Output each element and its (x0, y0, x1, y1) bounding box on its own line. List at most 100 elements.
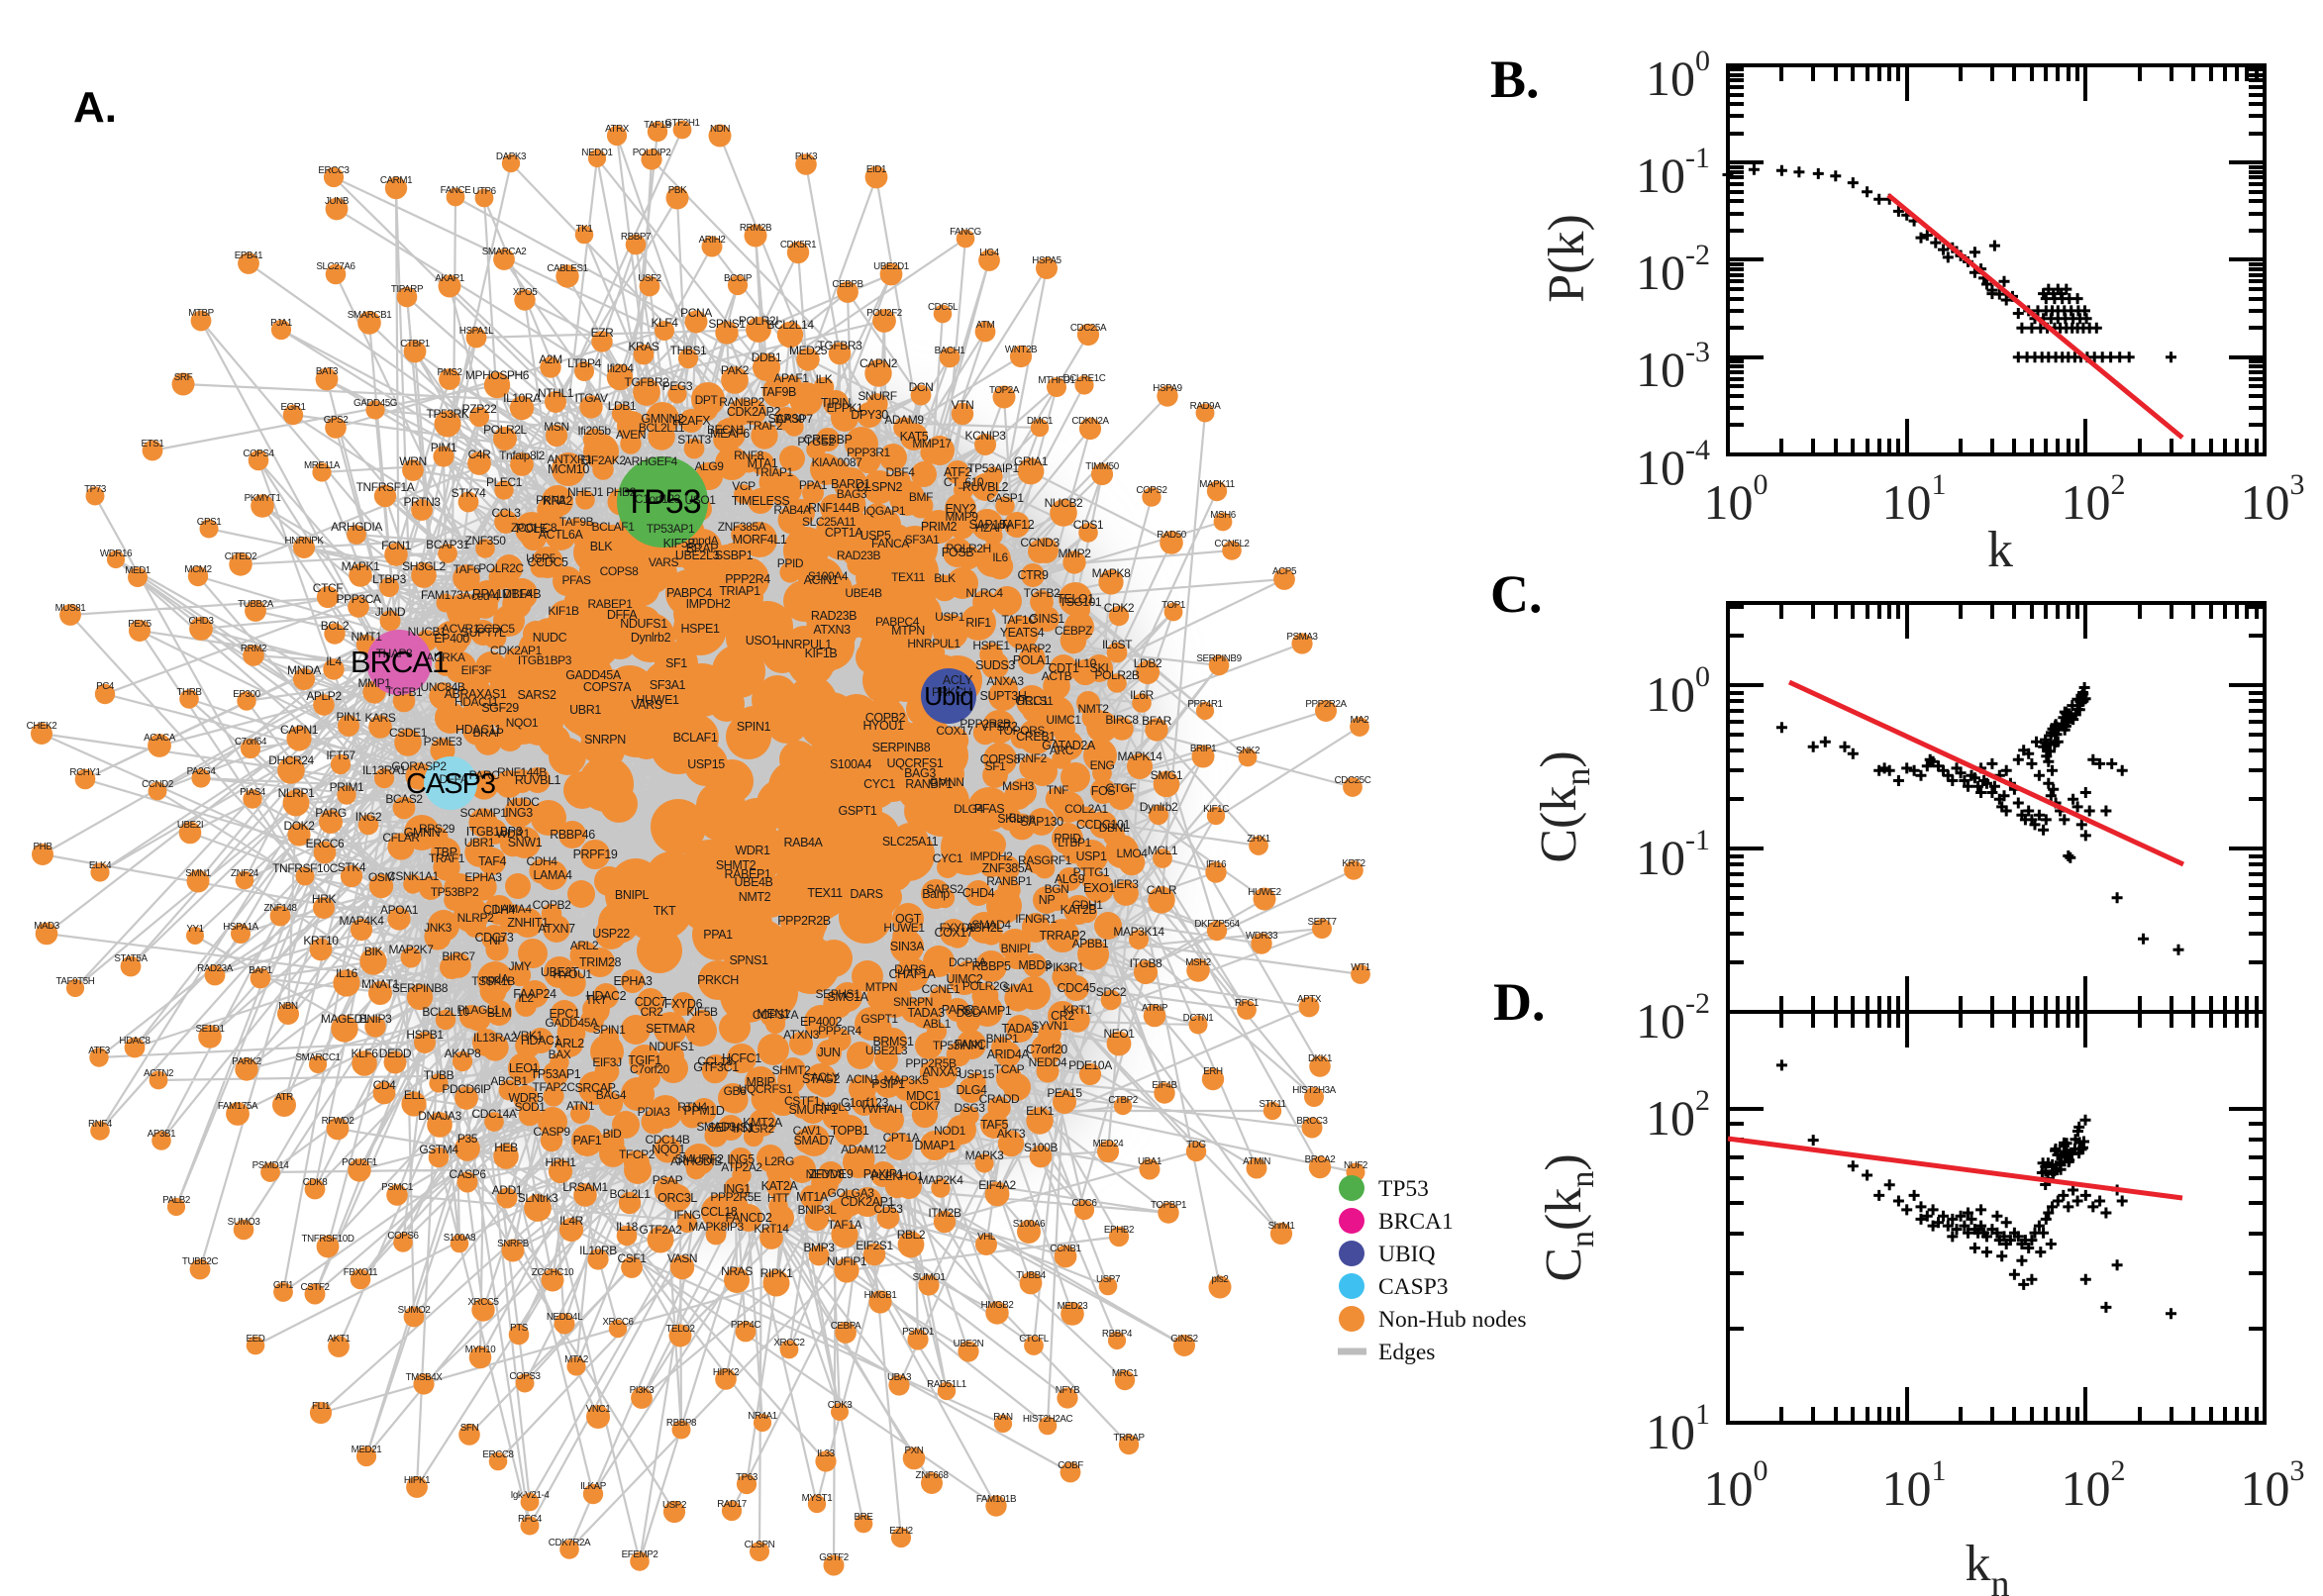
svg-text:ING5: ING5 (727, 1152, 755, 1166)
svg-text:TNFRSF1A: TNFRSF1A (356, 480, 415, 494)
svg-text:LTBP1: LTBP1 (1058, 836, 1092, 849)
svg-text:BRAP: BRAP (686, 542, 719, 555)
svg-text:MORF4L1: MORF4L1 (733, 533, 787, 547)
svg-text:PRIM2: PRIM2 (921, 520, 958, 534)
svg-text:SUPT3H: SUPT3H (980, 689, 1027, 703)
svg-text:USP15: USP15 (687, 757, 725, 771)
svg-text:USP2: USP2 (662, 1500, 686, 1511)
svg-text:S100A8: S100A8 (444, 1233, 476, 1244)
svg-text:ATMIN: ATMIN (1243, 1156, 1270, 1167)
svg-text:CTBP2: CTBP2 (1108, 1095, 1138, 1106)
svg-text:PSAP: PSAP (653, 1173, 683, 1187)
svg-text:IL13RA1: IL13RA1 (362, 763, 407, 777)
svg-text:ATF3: ATF3 (88, 1046, 111, 1056)
svg-text:COPS7A: COPS7A (753, 1008, 799, 1022)
svg-text:THAP8: THAP8 (376, 647, 413, 660)
svg-text:MSH2: MSH2 (1185, 957, 1211, 968)
svg-text:RANBP1: RANBP1 (905, 777, 953, 791)
svg-text:npdA: npdA (692, 534, 719, 548)
svg-text:IL6: IL6 (992, 550, 1008, 564)
svg-text:HSPE1: HSPE1 (681, 622, 720, 636)
svg-text:PA2G4: PA2G4 (187, 766, 217, 777)
svg-text:UBE4B: UBE4B (845, 586, 882, 600)
svg-text:RFC1: RFC1 (1235, 998, 1259, 1009)
svg-text:FAM175A: FAM175A (218, 1101, 258, 1112)
svg-text:SUMO2: SUMO2 (398, 1305, 431, 1316)
svg-text:Dynlrb2: Dynlrb2 (631, 631, 671, 645)
svg-text:NBN: NBN (278, 1001, 298, 1012)
svg-text:TOPBP1: TOPBP1 (1151, 1200, 1186, 1211)
svg-text:SKIL: SKIL (997, 812, 1023, 826)
svg-text:SLC25A11: SLC25A11 (802, 515, 857, 529)
svg-text:RAD17: RAD17 (717, 1499, 747, 1510)
svg-text:ACLY: ACLY (811, 1070, 840, 1084)
svg-text:PPID: PPID (777, 556, 804, 570)
svg-text:BFAR: BFAR (1142, 714, 1171, 728)
svg-text:MED23: MED23 (1058, 1301, 1089, 1312)
svg-text:SUMO3: SUMO3 (228, 1217, 261, 1228)
svg-text:PRKCH: PRKCH (697, 973, 739, 987)
svg-text:CCL18: CCL18 (701, 1205, 738, 1219)
svg-text:C1orf123: C1orf123 (841, 1096, 889, 1110)
svg-text:SRF: SRF (174, 372, 193, 383)
svg-text:BID: BID (603, 1127, 623, 1141)
svg-text:CHEK2: CHEK2 (27, 721, 57, 732)
svg-text:UQCRFS1: UQCRFS1 (739, 1082, 793, 1096)
svg-text:DCD: DCD (957, 1006, 982, 1020)
svg-text:RNF8: RNF8 (734, 449, 763, 462)
svg-text:OGT: OGT (895, 912, 922, 926)
svg-text:RFC4: RFC4 (518, 1514, 543, 1525)
svg-text:PZP22: PZP22 (462, 402, 497, 416)
svg-text:TP53: TP53 (1378, 1176, 1429, 1202)
svg-text:HDAC8: HDAC8 (119, 1036, 151, 1047)
svg-text:RCHY1: RCHY1 (69, 767, 100, 778)
svg-text:LTBP3: LTBP3 (372, 572, 407, 586)
svg-text:TOP1: TOP1 (1162, 600, 1185, 611)
svg-text:HSPA1L: HSPA1L (459, 326, 494, 337)
svg-text:GORASP2: GORASP2 (391, 759, 447, 773)
svg-text:SMN1: SMN1 (185, 868, 211, 879)
svg-text:LDB1: LDB1 (608, 399, 637, 413)
svg-text:MAP2K4: MAP2K4 (919, 1173, 964, 1187)
svg-text:UBA1: UBA1 (1138, 1156, 1162, 1167)
svg-text:PPID: PPID (1054, 832, 1081, 846)
svg-text:RAD23B: RAD23B (837, 549, 881, 562)
svg-text:CDK3: CDK3 (828, 1400, 853, 1411)
svg-text:SHMT2: SHMT2 (772, 1063, 811, 1077)
svg-text:VNC1: VNC1 (586, 1404, 611, 1415)
svg-text:GRIA1: GRIA1 (1014, 454, 1049, 468)
svg-text:KIF5B: KIF5B (663, 537, 696, 550)
svg-text:CCL18: CCL18 (697, 1054, 733, 1068)
svg-text:10-2: 10-2 (1636, 987, 1710, 1048)
svg-text:MT1A: MT1A (796, 1190, 829, 1204)
svg-text:RAB4A: RAB4A (784, 836, 824, 849)
svg-text:PKN2: PKN2 (536, 493, 565, 507)
svg-text:ced-4: ced-4 (471, 589, 500, 603)
svg-text:MA2: MA2 (1351, 715, 1369, 726)
svg-text:NEO1: NEO1 (1103, 1027, 1135, 1041)
svg-text:PSMC1: PSMC1 (381, 1182, 413, 1193)
svg-text:STK11: STK11 (1259, 1099, 1285, 1110)
svg-text:TSSK1B: TSSK1B (471, 974, 515, 988)
svg-text:CDK7R2A: CDK7R2A (549, 1538, 591, 1548)
svg-text:CDC25A: CDC25A (1070, 323, 1107, 334)
svg-text:GADD45A: GADD45A (545, 1016, 598, 1030)
svg-text:WDR1: WDR1 (735, 844, 770, 857)
svg-text:MAPK14: MAPK14 (1118, 749, 1163, 763)
svg-text:SOD1: SOD1 (514, 1100, 546, 1114)
svg-text:PPP3R1: PPP3R1 (847, 446, 890, 459)
svg-text:PPP2R2A: PPP2R2A (1305, 699, 1347, 710)
svg-text:HSPE1: HSPE1 (972, 639, 1010, 652)
svg-text:DARS: DARS (850, 887, 882, 901)
svg-text:PRIM1: PRIM1 (330, 780, 364, 794)
svg-text:LRSAM1: LRSAM1 (562, 1180, 608, 1194)
svg-text:CEBPA: CEBPA (831, 1321, 861, 1332)
svg-text:PTTG1: PTTG1 (1073, 865, 1110, 879)
svg-text:ACLY: ACLY (943, 673, 973, 687)
svg-text:KARS: KARS (364, 711, 395, 725)
svg-text:IL4R: IL4R (559, 1214, 583, 1228)
svg-text:PI3K3: PI3K3 (630, 1385, 656, 1396)
svg-text:CTCFL: CTCFL (1019, 1334, 1050, 1345)
svg-text:SEPT7: SEPT7 (1307, 917, 1336, 928)
svg-text:TUBB4: TUBB4 (1016, 1270, 1047, 1281)
